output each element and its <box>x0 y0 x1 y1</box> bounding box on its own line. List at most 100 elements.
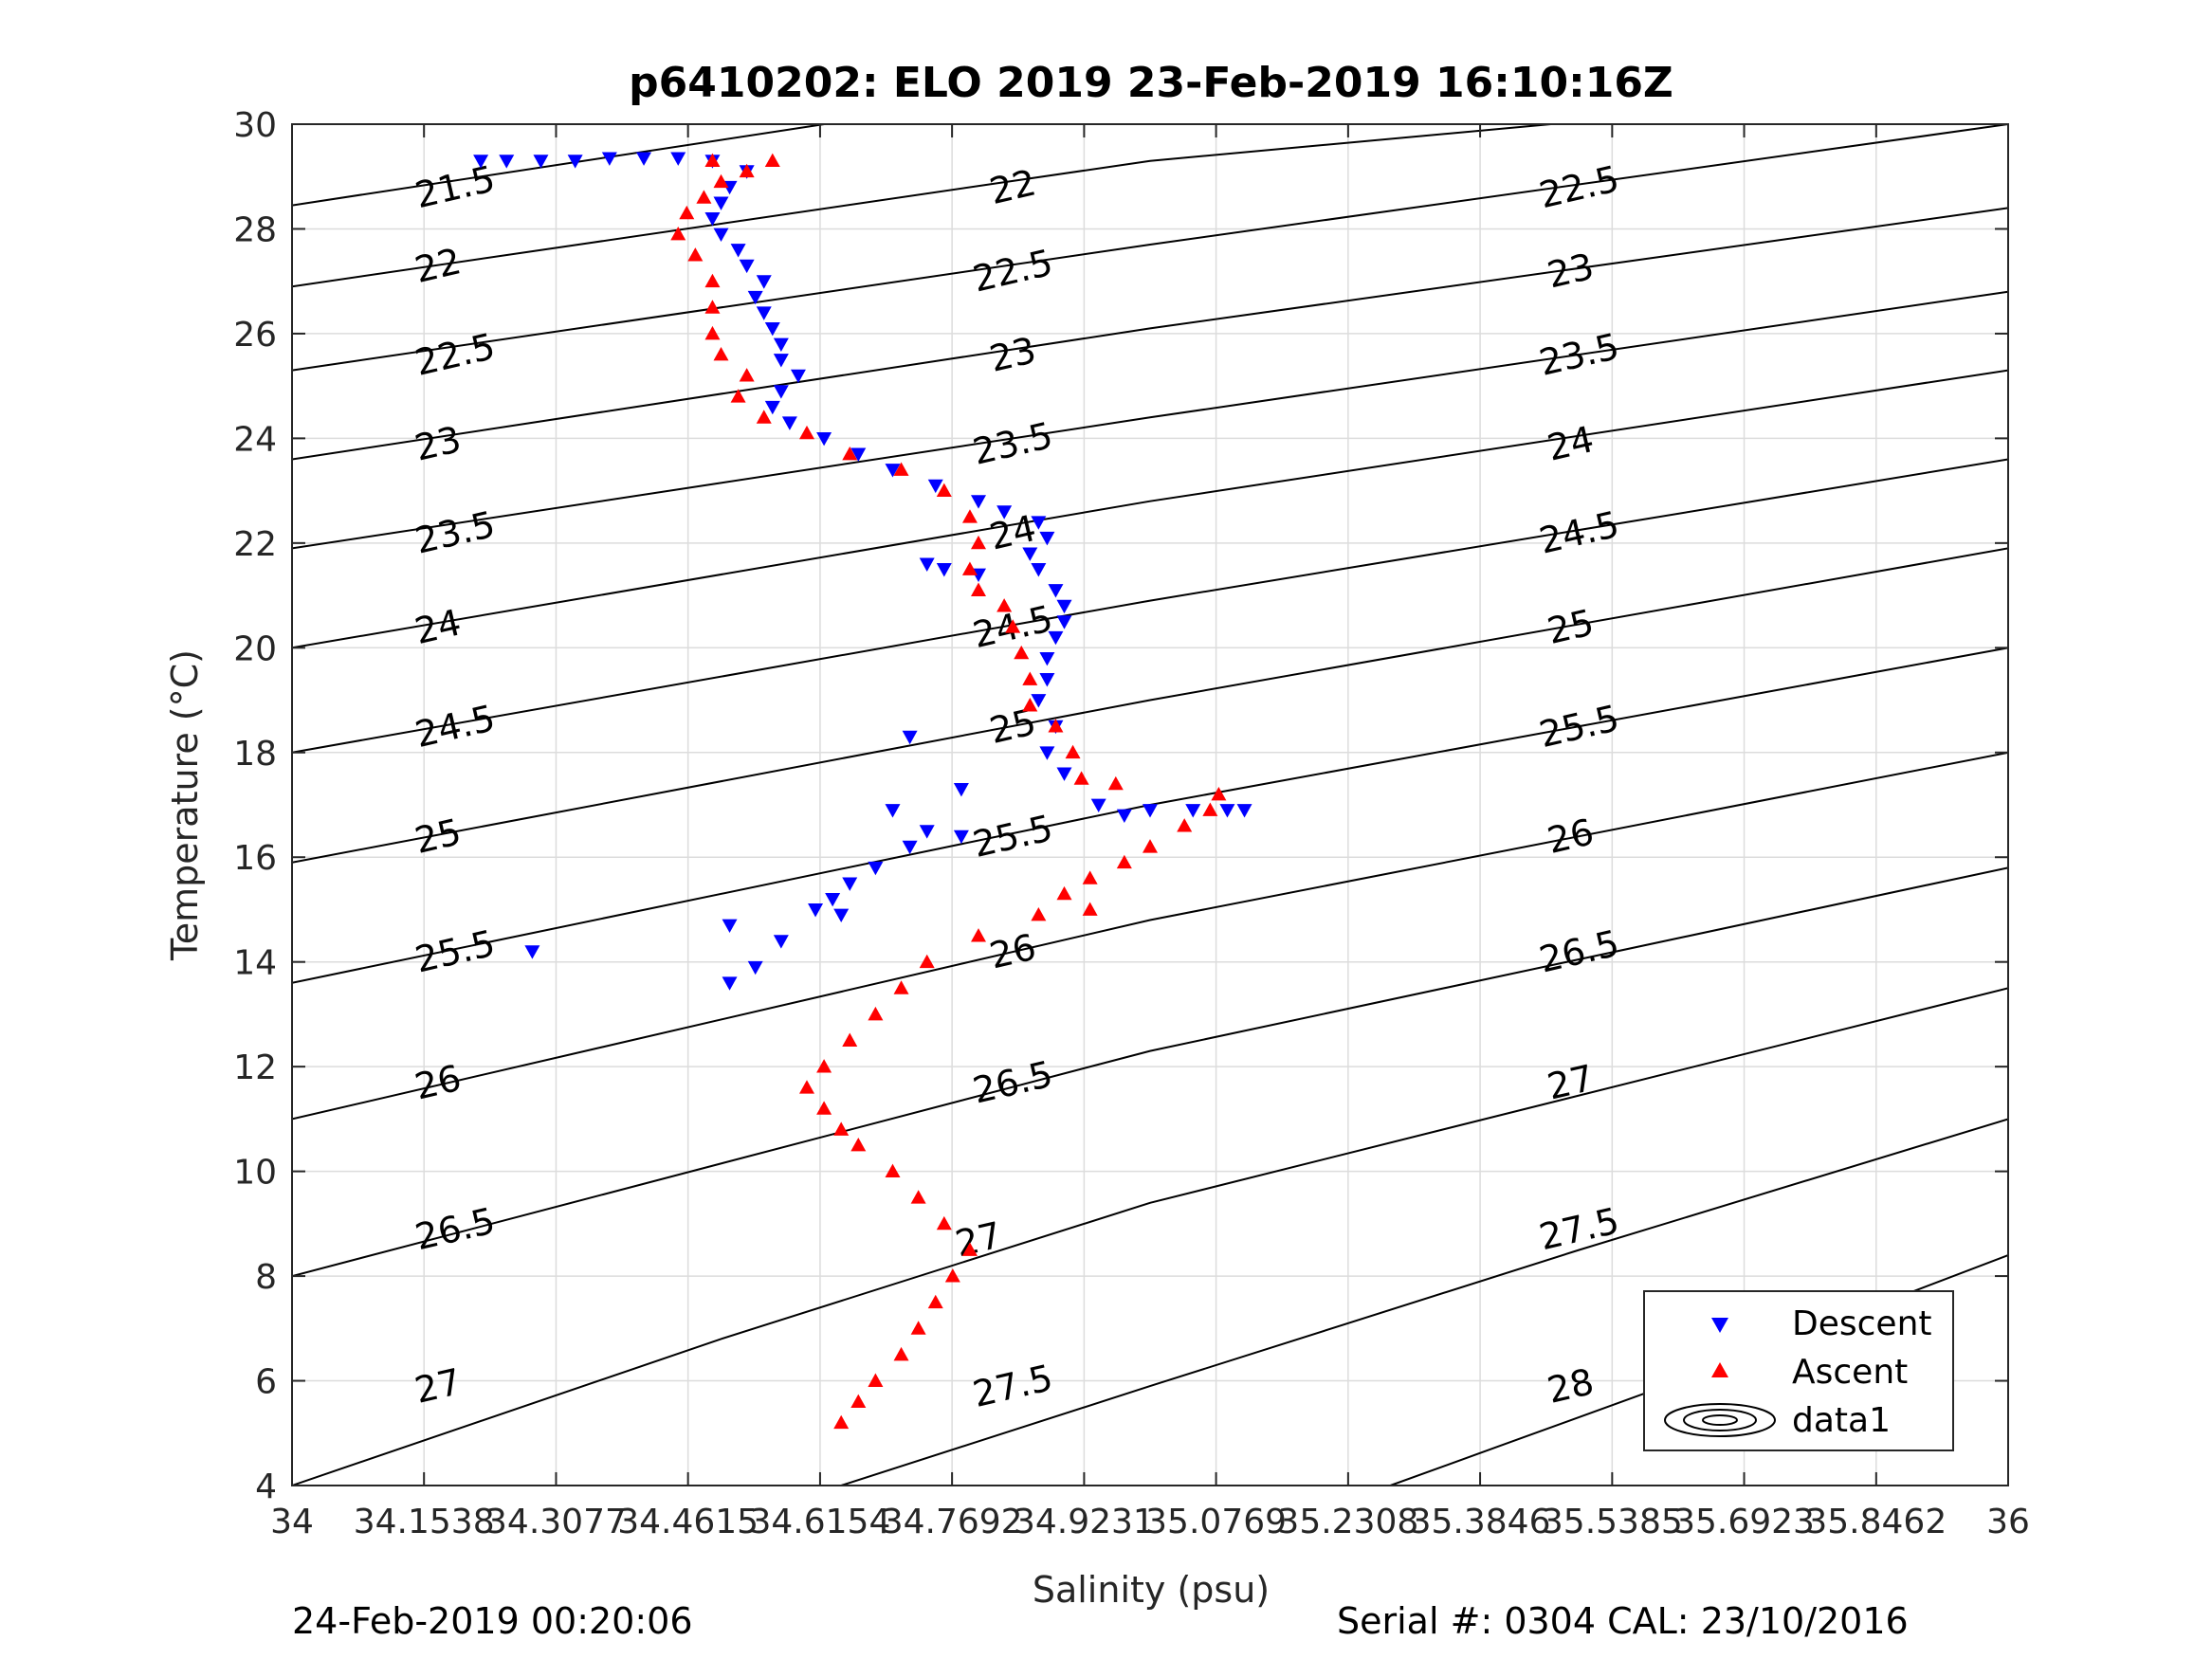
ascent-point <box>833 1414 850 1430</box>
x-tick-label: 34.9231 <box>1014 1503 1155 1541</box>
descent-point <box>1039 651 1055 666</box>
ascent-point <box>910 1321 926 1335</box>
descent-point <box>885 464 901 478</box>
legend-data1-label: data1 <box>1792 1401 1891 1440</box>
density-contour-label: 27 <box>1544 1057 1598 1108</box>
density-contour-label: 22 <box>411 240 465 291</box>
y-tick-label: 4 <box>255 1468 277 1506</box>
descent-point <box>524 945 540 959</box>
y-tick-label: 18 <box>233 735 277 774</box>
x-axis-ticks: 34 34.153834.307734.461534.615434.769234.… <box>270 124 2030 1541</box>
descent-point <box>764 322 780 337</box>
descent-point <box>1048 584 1064 598</box>
ascent-point <box>739 163 755 178</box>
density-contour-label: 24 <box>411 601 465 652</box>
descent-point <box>636 152 652 166</box>
footer-serial-calibration: Serial #: 0304 CAL: 23/10/2016 <box>1337 1600 1909 1642</box>
y-axis-label: Temperature (°C) <box>164 649 206 961</box>
density-contour-label: 25 <box>411 811 465 862</box>
x-tick-label: 35.8462 <box>1805 1503 1947 1541</box>
descent-point <box>1022 547 1038 561</box>
ascent-point <box>1065 744 1081 759</box>
descent-point <box>1056 767 1072 781</box>
ascent-point <box>944 1268 960 1283</box>
density-contour-line <box>292 124 2008 372</box>
legend-box <box>1643 1290 1954 1451</box>
descent-point <box>833 908 850 922</box>
ascent-point <box>1022 671 1038 685</box>
descent-point <box>773 337 789 352</box>
ascent-point <box>842 446 858 461</box>
ascent-point <box>799 1080 814 1094</box>
legend-descent-label: Descent <box>1792 1304 1932 1343</box>
y-tick-label: 24 <box>233 420 277 459</box>
descent-point <box>781 416 797 430</box>
descent-point <box>1048 630 1064 646</box>
y-axis-ticks: 4 6 8 10 12 14 16 18 20 22 24 26 28 30 <box>233 106 2008 1506</box>
descent-point <box>996 505 1013 520</box>
density-contour-line <box>292 987 2008 1486</box>
ascent-point <box>816 1101 832 1115</box>
descent-point <box>499 155 515 169</box>
x-tick-label: 34.7692 <box>882 1503 1023 1541</box>
ascent-point <box>1014 645 1030 660</box>
descent-point <box>1143 804 1158 818</box>
ascent-point <box>971 928 986 942</box>
y-tick-label: 12 <box>233 1048 277 1087</box>
descent-point <box>850 447 867 462</box>
ascent-point <box>1202 802 1218 816</box>
ascent-point <box>756 410 772 424</box>
series-ascent <box>670 153 1227 1430</box>
descent-point <box>971 495 986 509</box>
descent-point <box>773 935 789 949</box>
density-contour-line <box>292 866 2008 1278</box>
x-tick-label: 35.2308 <box>1277 1503 1418 1541</box>
ascent-point <box>893 980 909 994</box>
descent-point <box>601 152 617 166</box>
x-tick-label: 35.5385 <box>1542 1503 1683 1541</box>
descent-point <box>747 960 763 975</box>
descent-point <box>919 825 935 839</box>
x-tick-label: 36 <box>1986 1503 2030 1541</box>
ascent-point <box>833 1121 850 1136</box>
x-tick-label: 35.6923 <box>1673 1503 1815 1541</box>
ascent-point <box>687 247 704 262</box>
descent-point <box>1185 804 1201 818</box>
ascent-point <box>885 1163 901 1178</box>
ascent-point <box>1022 698 1038 712</box>
descent-point <box>1056 615 1072 629</box>
ascent-point <box>764 153 780 168</box>
density-contour-label: 25 <box>1544 601 1598 652</box>
density-contour-label: 27 <box>411 1360 465 1412</box>
ascent-point <box>1073 771 1089 785</box>
legend-ascent-marker <box>1711 1362 1728 1377</box>
descent-point <box>808 903 824 918</box>
descent-point <box>773 354 789 368</box>
x-tick-label: 34.3077 <box>485 1503 627 1541</box>
descent-point <box>1236 804 1252 818</box>
density-contour-label: 22 <box>986 161 1040 212</box>
y-tick-label: 26 <box>233 316 277 355</box>
y-tick-label: 14 <box>233 944 277 983</box>
descent-point <box>713 228 729 242</box>
descent-point <box>722 976 738 991</box>
x-tick-label: 35.3846 <box>1410 1503 1551 1541</box>
ascent-point <box>704 325 721 340</box>
ascent-point <box>799 425 814 440</box>
descent-point <box>1219 804 1235 818</box>
descent-point <box>756 306 772 320</box>
ascent-point <box>713 347 729 361</box>
descent-point <box>756 275 772 289</box>
descent-point <box>722 919 738 934</box>
ascent-point <box>816 1059 832 1073</box>
descent-point <box>790 369 806 384</box>
density-contour-line <box>292 369 2008 649</box>
ascent-point <box>670 226 686 241</box>
ascent-point <box>1107 775 1124 791</box>
x-tick-label: 35.0769 <box>1145 1503 1287 1541</box>
descent-point <box>773 385 789 399</box>
ascent-point <box>730 389 746 403</box>
density-contour-label: 26 <box>411 1057 465 1108</box>
ascent-point <box>739 368 755 382</box>
